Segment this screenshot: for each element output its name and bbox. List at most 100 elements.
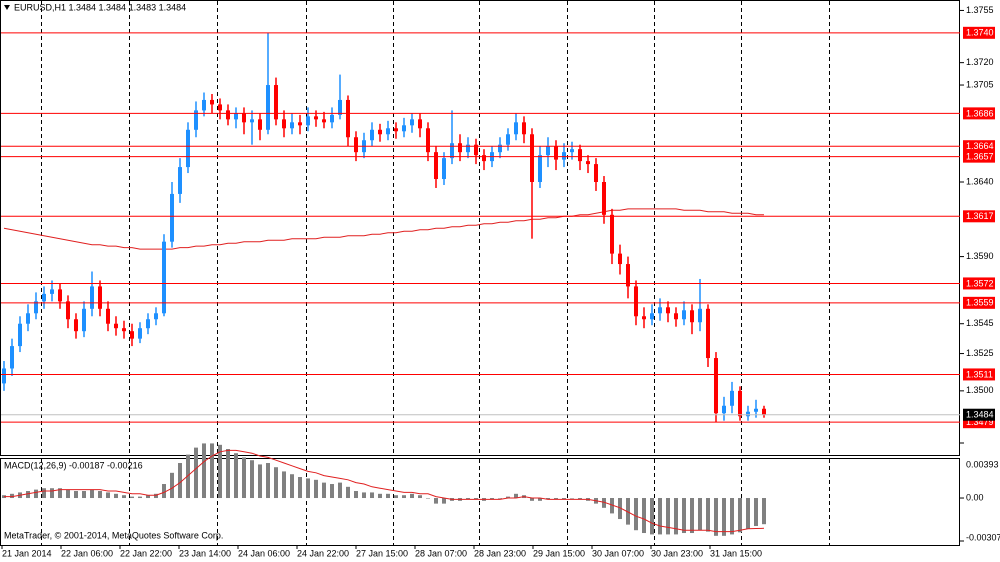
macd-bar <box>90 489 94 499</box>
candle-body <box>274 85 278 120</box>
level-label: 1.3664 <box>966 141 994 151</box>
candle-body <box>90 286 94 309</box>
candle-body <box>450 143 454 159</box>
y-tick-label: 1.3720 <box>966 57 994 67</box>
macd-bar <box>642 498 646 534</box>
macd-title: MACD(12,26,9) -0.00187 -0.00216 <box>4 460 143 470</box>
macd-bar <box>370 492 374 499</box>
candle-body <box>690 310 694 323</box>
macd-bar <box>762 498 766 525</box>
level-tag <box>963 368 995 381</box>
candle-body <box>130 331 134 339</box>
level-tag <box>963 277 995 290</box>
x-tick-label: 28 Jan 07:00 <box>415 548 467 558</box>
candle-body <box>738 390 742 417</box>
macd-bar <box>578 498 582 500</box>
macd-bar <box>650 498 654 535</box>
macd-bar <box>754 498 758 527</box>
candle-body <box>706 308 710 359</box>
candle-body <box>410 119 414 126</box>
candle-body <box>658 307 662 314</box>
candle-body <box>714 358 718 414</box>
macd-bar <box>82 491 86 499</box>
candle-body <box>314 116 318 120</box>
candle-body <box>282 119 286 129</box>
macd-bar <box>194 447 198 499</box>
level-tag <box>963 107 995 120</box>
macd-bar <box>426 498 430 499</box>
macd-bar <box>602 498 606 508</box>
x-tick-label: 21 Jan 2014 <box>2 548 52 558</box>
level-tag <box>963 150 995 163</box>
x-tick-label: 29 Jan 15:00 <box>533 548 585 558</box>
current-price-tag <box>963 408 995 421</box>
candle-body <box>746 411 750 417</box>
candle-body <box>106 308 110 324</box>
chart-title: EURUSD,H1 1.3484 1.3484 1.3483 1.3484 <box>14 2 186 12</box>
candle-body <box>538 155 542 182</box>
macd-bar <box>530 498 534 501</box>
candle-body <box>426 128 430 153</box>
candle-body <box>570 149 574 153</box>
candle-body <box>530 134 534 182</box>
level-tag <box>963 210 995 223</box>
candle-body <box>730 390 734 406</box>
candle-body <box>482 155 486 162</box>
macd-bar <box>730 498 734 535</box>
macd-bar <box>490 498 494 500</box>
macd-bar <box>746 498 750 529</box>
title-arrow <box>4 5 10 10</box>
candle-body <box>170 193 174 242</box>
macd-bar <box>346 486 350 499</box>
macd-bar <box>722 498 726 536</box>
macd-bar <box>466 498 470 500</box>
macd-bar <box>498 498 502 499</box>
candle-body <box>378 129 382 135</box>
candle-body <box>666 307 670 314</box>
y-tick-label: 1.3755 <box>966 5 994 15</box>
macd-bar <box>394 495 398 499</box>
level-label: 1.3572 <box>966 278 994 288</box>
candle-body <box>298 122 302 126</box>
macd-bar <box>666 498 670 535</box>
macd-bar <box>554 498 558 500</box>
macd-bar <box>122 495 126 499</box>
macd-bar <box>402 495 406 499</box>
candle-body <box>602 182 606 215</box>
macd-tick-label: 0.00393 <box>966 459 999 469</box>
candle-body <box>226 110 230 120</box>
macd-bar <box>58 488 62 499</box>
macd-bar <box>610 498 614 514</box>
candle-body <box>50 289 54 294</box>
y-tick-label: 1.3545 <box>966 318 994 328</box>
candle-body <box>210 99 214 105</box>
macd-bar <box>234 453 238 499</box>
candle-body <box>306 116 310 126</box>
macd-bar <box>442 498 446 504</box>
macd-bar <box>250 460 254 499</box>
candle-body <box>98 286 102 309</box>
macd-bar <box>242 457 246 499</box>
candle-body <box>114 323 118 329</box>
macd-bar <box>626 498 630 525</box>
candle-body <box>634 286 638 317</box>
macd-bar <box>50 488 54 499</box>
x-tick-label: 22 Jan 22:00 <box>120 548 172 558</box>
candle-body <box>42 293 46 302</box>
macd-bar <box>434 498 438 504</box>
candle-body <box>466 144 470 153</box>
candle-body <box>338 99 342 115</box>
candle-body <box>754 408 758 412</box>
level-tag <box>963 296 995 309</box>
macd-bar <box>114 493 118 499</box>
candle-body <box>586 161 590 165</box>
macd-bar <box>562 498 566 500</box>
moving-average <box>3 208 764 250</box>
candle-body <box>218 104 222 111</box>
macd-bar <box>538 498 542 501</box>
macd-bar <box>674 498 678 535</box>
x-tick-label: 27 Jan 15:00 <box>356 548 408 558</box>
macd-bar <box>258 464 262 499</box>
candle-body <box>250 119 254 123</box>
macd-tick-label: 0.00 <box>966 492 984 502</box>
